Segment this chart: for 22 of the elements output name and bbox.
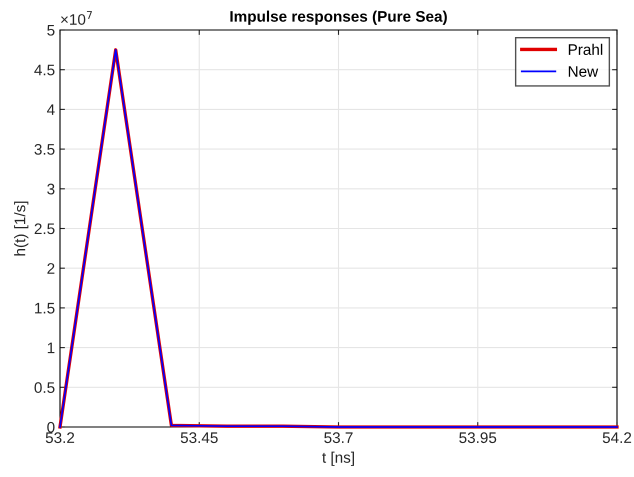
x-tick-label: 53.2 — [46, 432, 74, 444]
text: ×10$^{7}$ — [61, 11, 92, 25]
x-tick-label: 54.2 — [602, 432, 632, 444]
y-tick-label: 1.5 — [35, 302, 54, 314]
x-tick-label: 53.45 — [180, 432, 218, 444]
y-tick-label: 3.5 — [34, 144, 54, 155]
x-tick-label: 53.95 — [459, 432, 496, 444]
y-tick-label: 1 — [48, 342, 54, 354]
y-tick-label: 3 — [47, 184, 54, 194]
x-axis-title: t [ns] — [322, 452, 354, 466]
legend-label: Prahl — [568, 44, 602, 55]
x-tick-label: 53.7 — [324, 432, 353, 444]
y-tick-label: 2.5 — [34, 223, 54, 234]
y-axis-title: h(t) [1/s] — [14, 202, 28, 256]
y-tick-label: 5 — [47, 25, 54, 36]
y-tick-label: 0 — [47, 422, 55, 433]
y-tick-label: 0.5 — [34, 382, 54, 393]
chart-title: Impulse responses (Pure Sea) — [230, 10, 447, 25]
legend-label: New — [568, 66, 598, 77]
y-tick-label: 2 — [47, 263, 54, 274]
y-tick-label: 4.5 — [34, 64, 54, 76]
y-tick-label: 4 — [46, 104, 55, 115]
